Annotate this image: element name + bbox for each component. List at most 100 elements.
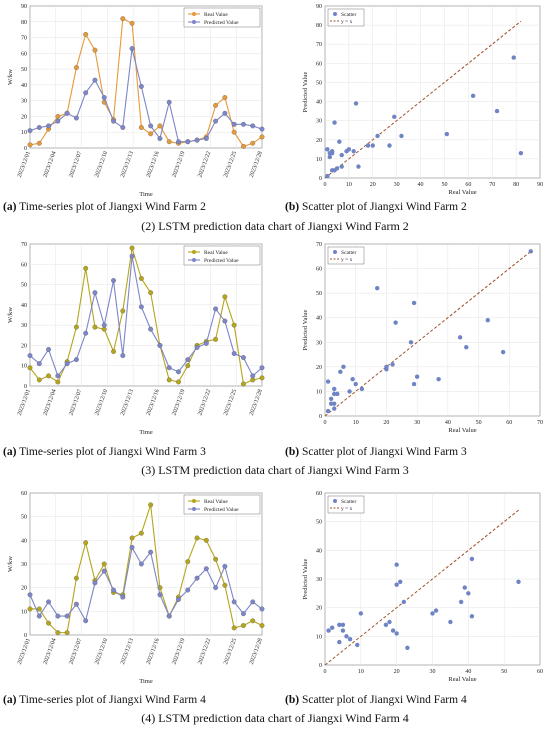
data-point-predicted xyxy=(111,118,116,124)
y-tick-label: 50 xyxy=(316,80,322,86)
data-point-real xyxy=(111,349,116,354)
y-tick-label: 60 xyxy=(316,267,322,273)
legend-swatch-marker xyxy=(192,499,196,503)
subcaption-row-2: (a) Time-series plot of Jiangxi Wind Far… xyxy=(0,446,550,462)
y-tick-label: 90 xyxy=(316,4,322,10)
data-point-predicted xyxy=(259,606,265,612)
data-point-real xyxy=(240,143,246,149)
time-series-caption-3: (a) Time-series plot of Jiangxi Wind Far… xyxy=(3,446,206,458)
data-point-real xyxy=(55,630,61,636)
y-tick-label: 20 xyxy=(316,365,322,371)
scatter-point xyxy=(344,634,349,639)
data-point-real xyxy=(240,623,246,628)
scatter-point xyxy=(393,320,398,325)
legend-box xyxy=(183,494,261,515)
data-point-real xyxy=(148,290,154,296)
data-point-real xyxy=(101,561,107,567)
legend-box xyxy=(327,495,365,514)
legend-label: Predicted Value xyxy=(204,258,239,264)
x-tick-label: 2023/12/28 xyxy=(249,389,264,417)
scatter-point xyxy=(337,639,342,645)
scatter-point xyxy=(353,381,358,387)
y-tick-label: 40 xyxy=(316,316,322,322)
scatter-point xyxy=(500,349,506,355)
scatter-point xyxy=(375,133,380,139)
subcaption-row-3: (a) Time-series plot of Jiangxi Wind Far… xyxy=(0,694,550,710)
scatter-point xyxy=(398,579,403,585)
data-point-predicted xyxy=(92,580,98,586)
data-point-predicted xyxy=(138,84,144,89)
x-tick-label: 0 xyxy=(324,182,327,188)
data-point-real xyxy=(73,65,79,70)
scatter-caption-3: (b) Scatter plot of Jiangxi Wind Farm 3 xyxy=(285,446,467,458)
legend-swatch-marker xyxy=(192,250,196,254)
data-point-real xyxy=(73,575,79,581)
time-series-caption-4: (a) Time-series plot of Jiangxi Wind Far… xyxy=(3,694,206,706)
data-point-predicted xyxy=(157,342,163,348)
scatter-point xyxy=(375,286,380,291)
legend-label: Real Value xyxy=(204,12,228,18)
scatter-point xyxy=(332,406,337,411)
scatter-point xyxy=(485,317,490,323)
scatter-point xyxy=(462,585,467,590)
data-point-predicted xyxy=(185,587,191,593)
scatter-point xyxy=(353,101,359,106)
scatter-point xyxy=(332,401,337,406)
x-tick-label: 2023/12/19 xyxy=(172,389,187,417)
x-axis-label: Real Value xyxy=(448,427,476,434)
data-point-predicted xyxy=(259,365,265,371)
x-tick-label: 2023/12/04 xyxy=(43,151,58,179)
y-tick-label: 0 xyxy=(319,663,322,669)
data-point-predicted xyxy=(73,115,79,121)
data-point-real xyxy=(250,140,256,146)
data-point-predicted xyxy=(73,357,79,363)
data-point-predicted xyxy=(250,373,256,379)
x-tick-label: 2023/12/19 xyxy=(172,638,187,666)
y-tick-label: 50 xyxy=(316,291,322,297)
scatter-point xyxy=(436,376,441,382)
scatter-point xyxy=(328,401,334,406)
data-point-predicted xyxy=(120,353,126,359)
legend-label: y = x xyxy=(341,506,353,512)
scatter-point xyxy=(359,386,365,392)
x-tick-label: 30 xyxy=(430,669,436,675)
data-point-predicted xyxy=(231,599,237,605)
data-point-predicted xyxy=(203,340,209,346)
data-point-predicted xyxy=(92,290,98,296)
y-tick-label: 50 xyxy=(21,283,27,289)
scatter-point xyxy=(340,622,346,628)
legend-box xyxy=(183,7,261,28)
data-point-real xyxy=(148,131,154,137)
data-point-real xyxy=(27,606,33,612)
data-point-real xyxy=(194,535,200,541)
x-tick-label: 30 xyxy=(394,182,400,188)
data-point-predicted xyxy=(64,613,70,619)
x-tick-label: 2023/12/13 xyxy=(120,638,135,666)
data-point-real xyxy=(92,324,98,330)
scatter-point xyxy=(387,143,392,148)
y-tick-label: 10 xyxy=(316,157,322,163)
data-point-predicted xyxy=(129,46,135,52)
y-tick-label: 80 xyxy=(21,20,27,26)
data-point-predicted xyxy=(64,110,70,116)
data-point-predicted xyxy=(157,136,163,141)
scatter-point xyxy=(458,599,464,605)
data-point-real xyxy=(240,381,246,387)
data-point-predicted xyxy=(111,587,116,593)
legend-label: Predicted Value xyxy=(204,20,239,26)
y-tick-label: 30 xyxy=(316,119,322,125)
x-tick-label: 20 xyxy=(394,669,400,675)
x-tick-label: 0 xyxy=(324,669,327,675)
subcaption-row-1: (a) Time-series plot of Jiangxi Wind Far… xyxy=(0,201,550,217)
scatter-point xyxy=(347,389,352,394)
data-point-real xyxy=(46,373,52,379)
scatter-point xyxy=(346,147,352,152)
data-point-predicted xyxy=(83,90,89,96)
y-tick-label: 10 xyxy=(21,609,27,615)
x-axis-label: Real Value xyxy=(448,189,476,196)
y-axis-label: W/kw xyxy=(7,307,14,323)
scatter-point xyxy=(325,379,331,384)
data-point-real xyxy=(185,363,191,369)
plot-frame xyxy=(29,243,263,387)
legend-box xyxy=(327,246,365,265)
